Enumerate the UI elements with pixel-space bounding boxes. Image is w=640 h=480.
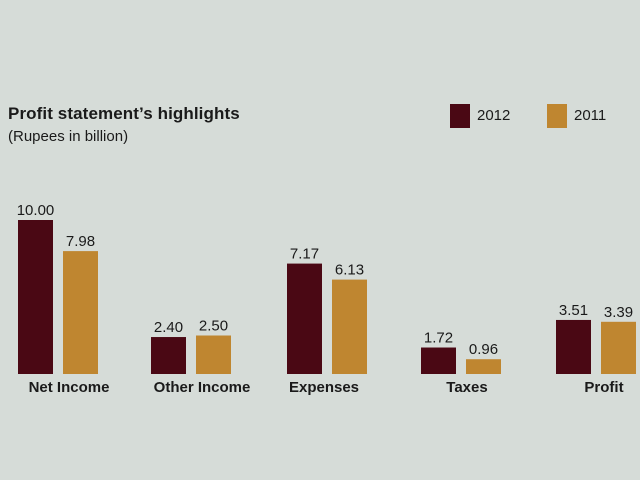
category-label-other-income: Other Income — [154, 379, 251, 396]
value-label-2012-other-income: 2.40 — [154, 319, 183, 336]
legend-label-2011: 2011 — [574, 107, 607, 124]
category-label-net-income: Net Income — [29, 379, 110, 396]
bar-2012-other-income — [151, 337, 186, 374]
bar-2011-net-income — [63, 251, 98, 374]
legend-swatch-2012 — [450, 104, 470, 128]
legend-label-2012: 2012 — [477, 107, 511, 124]
value-label-2011-expenses: 6.13 — [335, 262, 364, 279]
legend-swatch-2011 — [547, 104, 567, 128]
category-label-profit: Profit — [584, 379, 623, 396]
value-label-2011-taxes: 0.96 — [469, 341, 498, 358]
chart-title: Profit statement’s highlights — [8, 104, 240, 123]
category-label-expenses: Expenses — [289, 379, 359, 396]
value-label-2011-net-income: 7.98 — [66, 233, 95, 250]
bar-2012-expenses — [287, 263, 322, 374]
bar-2012-profit — [556, 319, 591, 374]
bar-2011-taxes — [466, 359, 501, 374]
chart-subtitle: (Rupees in billion) — [8, 128, 129, 145]
value-label-2012-taxes: 1.72 — [424, 330, 453, 347]
value-label-2011-other-income: 2.50 — [199, 318, 228, 335]
value-label-2011-profit: 3.39 — [604, 304, 633, 321]
value-label-2012-expenses: 7.17 — [290, 246, 319, 263]
bar-2012-net-income — [18, 220, 53, 374]
value-label-2012-net-income: 10.00 — [17, 202, 55, 219]
bar-2012-taxes — [421, 347, 456, 374]
category-label-taxes: Taxes — [446, 379, 487, 396]
bar-2011-expenses — [332, 279, 367, 374]
bar-2011-other-income — [196, 335, 231, 374]
value-label-2012-profit: 3.51 — [559, 302, 588, 319]
bar-2011-profit — [601, 321, 636, 374]
